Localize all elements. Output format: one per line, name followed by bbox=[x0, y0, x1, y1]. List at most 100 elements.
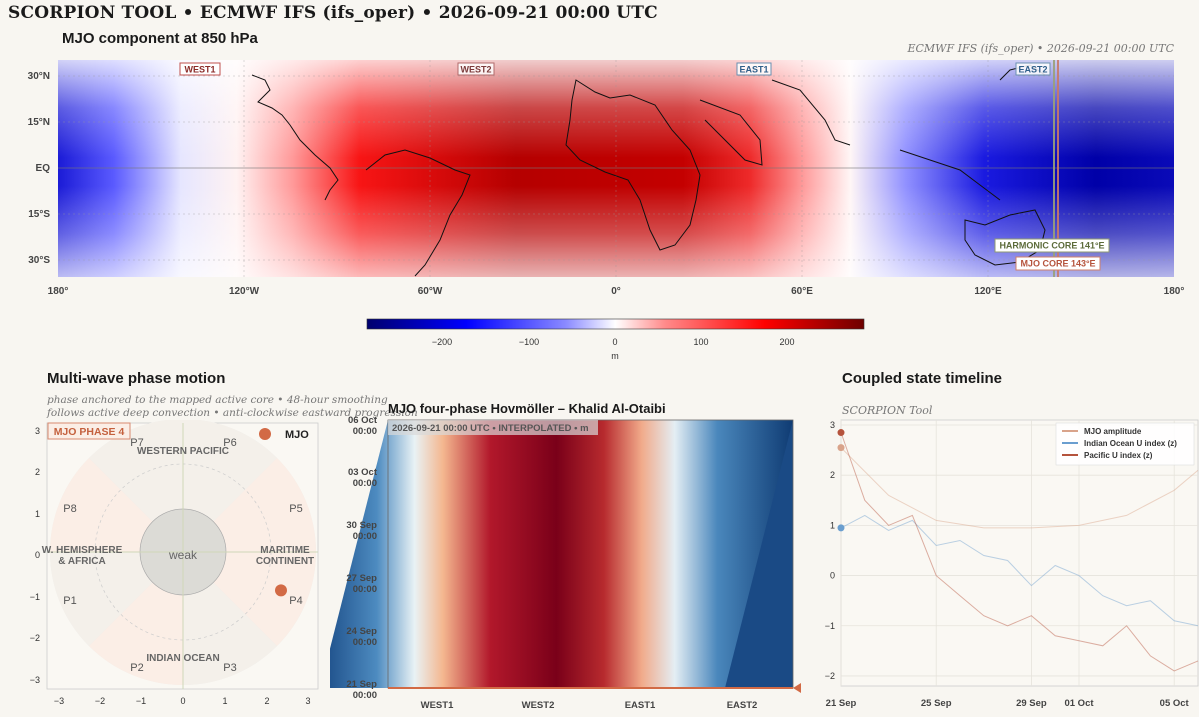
lon-label: 180° bbox=[1164, 286, 1185, 297]
phase-panel-subtitle: phase anchored to the mapped active core… bbox=[47, 394, 418, 420]
timeline-y-axis: 3 2 1 0 −1 −2 bbox=[825, 420, 835, 681]
timeline-legend: MJO amplitude Indian Ocean U index (z) P… bbox=[1055, 422, 1195, 466]
legend-label: Indian Ocean U index (z) bbox=[1084, 439, 1177, 448]
axis-tick: 2 bbox=[264, 696, 269, 706]
phase-label: P1 bbox=[63, 595, 76, 607]
region-label-east1: EAST1 bbox=[739, 65, 768, 75]
coastlines bbox=[251, 64, 1046, 277]
axis-tick: −3 bbox=[30, 675, 40, 685]
date-label: 27 Sep bbox=[346, 573, 377, 584]
axis-tick: −1 bbox=[30, 592, 40, 602]
axis-tick: 0 bbox=[35, 550, 40, 560]
date-label: 30 Sep bbox=[346, 520, 377, 531]
region-w-hemisphere: & AFRICA bbox=[58, 556, 105, 567]
lon-label: 0° bbox=[611, 286, 621, 297]
series-start-point bbox=[837, 429, 845, 437]
timeline-series bbox=[837, 429, 1199, 672]
colorbar-unit: m bbox=[611, 351, 619, 360]
y-tick-label: 2 bbox=[830, 470, 835, 480]
map-title: MJO component at 850 hPa bbox=[62, 30, 258, 47]
colorbar-tick: −200 bbox=[432, 337, 452, 347]
map-graticule bbox=[58, 60, 1174, 277]
app-title: SCORPION TOOL • ECMWF IFS (ifs_oper) • 2… bbox=[8, 3, 658, 23]
mjo-map[interactable]: WEST1 WEST2 EAST1 EAST2 HARMONIC CORE 14… bbox=[0, 50, 1199, 360]
time-label: 00:00 bbox=[353, 690, 377, 701]
timeline-x-axis: 21 Sep 25 Sep 29 Sep 01 Oct 05 Oct bbox=[826, 698, 1190, 709]
mjo-state-point[interactable] bbox=[274, 584, 287, 597]
region-label-west2: WEST2 bbox=[460, 65, 491, 75]
colorbar-tick: 200 bbox=[779, 337, 794, 347]
lat-label: 15°S bbox=[28, 209, 50, 220]
region-western-pacific: WESTERN PACIFIC bbox=[137, 446, 229, 457]
phase-label: P6 bbox=[223, 437, 236, 449]
lon-label: 60°E bbox=[791, 286, 813, 297]
current-time-marker bbox=[793, 683, 801, 693]
legend-mjo-label: MJO bbox=[285, 429, 309, 441]
time-label: 00:00 bbox=[353, 426, 377, 437]
region-tick: EAST1 bbox=[625, 700, 656, 711]
lat-label: 30°S bbox=[28, 255, 50, 266]
region-tick: EAST2 bbox=[727, 700, 758, 711]
date-label: 24 Sep bbox=[346, 626, 377, 637]
region-w-hemisphere: W. HEMISPHERE bbox=[42, 545, 123, 556]
series-start-point bbox=[837, 444, 845, 452]
region-tick: WEST1 bbox=[421, 700, 454, 711]
timeline-subtitle: SCORPION Tool bbox=[842, 404, 933, 417]
date-label: 21 Sep bbox=[346, 679, 377, 690]
phase-x-axis: −3 −2 −1 0 1 2 3 bbox=[54, 696, 311, 706]
region-indian-ocean: INDIAN OCEAN bbox=[146, 653, 219, 664]
axis-tick: −3 bbox=[54, 696, 64, 706]
time-label: 00:00 bbox=[353, 584, 377, 595]
x-tick-label: 29 Sep bbox=[1016, 698, 1047, 709]
colorbar-tick: −100 bbox=[519, 337, 539, 347]
lon-label: 120°E bbox=[974, 286, 1002, 297]
series-line-mjo-amplitude bbox=[840, 447, 1199, 529]
y-tick-label: 1 bbox=[830, 520, 835, 530]
colorbar-tick: 100 bbox=[693, 337, 708, 347]
timeline-grid bbox=[840, 420, 1198, 686]
time-label: 00:00 bbox=[353, 531, 377, 542]
phase-label: P3 bbox=[223, 662, 236, 674]
axis-tick: 0 bbox=[180, 696, 185, 706]
lat-label: 30°N bbox=[28, 71, 50, 82]
legend-mjo-marker bbox=[259, 428, 271, 440]
time-label: 00:00 bbox=[353, 637, 377, 648]
date-label: 06 Oct bbox=[348, 415, 378, 426]
hovmoller-status-bar bbox=[388, 420, 598, 435]
lat-label: 15°N bbox=[28, 117, 50, 128]
phase-labels: P1 P2 P3 P4 P5 P6 P7 P8 bbox=[63, 437, 302, 674]
region-tick: WEST2 bbox=[522, 700, 555, 711]
mjo-core-badge bbox=[1015, 256, 1101, 271]
phase-wheel bbox=[47, 420, 318, 689]
status-mode: INTERPOLATED bbox=[498, 423, 571, 434]
hovmoller-status: 2026-09-21 00:00 UTC • INTERPOLATED • m bbox=[392, 423, 589, 434]
phase-label: P2 bbox=[130, 662, 143, 674]
region-maritime: MARITIME bbox=[260, 545, 310, 556]
status-time: 2026-09-21 00:00 UTC bbox=[392, 423, 490, 434]
hovmoller-field bbox=[330, 420, 793, 688]
phase-label: P5 bbox=[289, 503, 302, 515]
axis-tick: −2 bbox=[95, 696, 105, 706]
phase-subtitle-line: follows active deep convection • anti-cl… bbox=[47, 407, 418, 419]
phase-diagram[interactable]: weak WESTERN PACIFIC MARITIME CONTINENT … bbox=[0, 420, 330, 717]
x-tick-label: 21 Sep bbox=[826, 698, 857, 709]
axis-tick: 3 bbox=[305, 696, 310, 706]
lon-label: 180° bbox=[48, 286, 69, 297]
axis-tick: 1 bbox=[222, 696, 227, 706]
lat-label: EQ bbox=[36, 163, 51, 174]
axis-tick: −2 bbox=[30, 633, 40, 643]
series-line-pacific-u-index-z- bbox=[840, 432, 1199, 672]
lon-label: 60°W bbox=[418, 286, 443, 297]
region-maritime: CONTINENT bbox=[256, 556, 314, 567]
axis-tick: −1 bbox=[136, 696, 146, 706]
y-tick-label: 0 bbox=[830, 571, 835, 581]
map-lat-axis: 30°N 15°N EQ 15°S 30°S bbox=[28, 71, 51, 266]
harmonic-core-badge bbox=[994, 238, 1110, 253]
colorbar: −200 −100 0 100 200 m bbox=[366, 318, 865, 360]
map-lon-axis: 180° 120°W 60°W 0° 60°E 120°E 180° bbox=[48, 286, 1185, 297]
series-line-indian-ocean-u-index-z- bbox=[840, 514, 1199, 627]
date-label: 03 Oct bbox=[348, 467, 378, 478]
hovmoller-chart[interactable]: 2026-09-21 00:00 UTC • INTERPOLATED • m … bbox=[330, 415, 810, 717]
axis-tick: 2 bbox=[35, 467, 40, 477]
